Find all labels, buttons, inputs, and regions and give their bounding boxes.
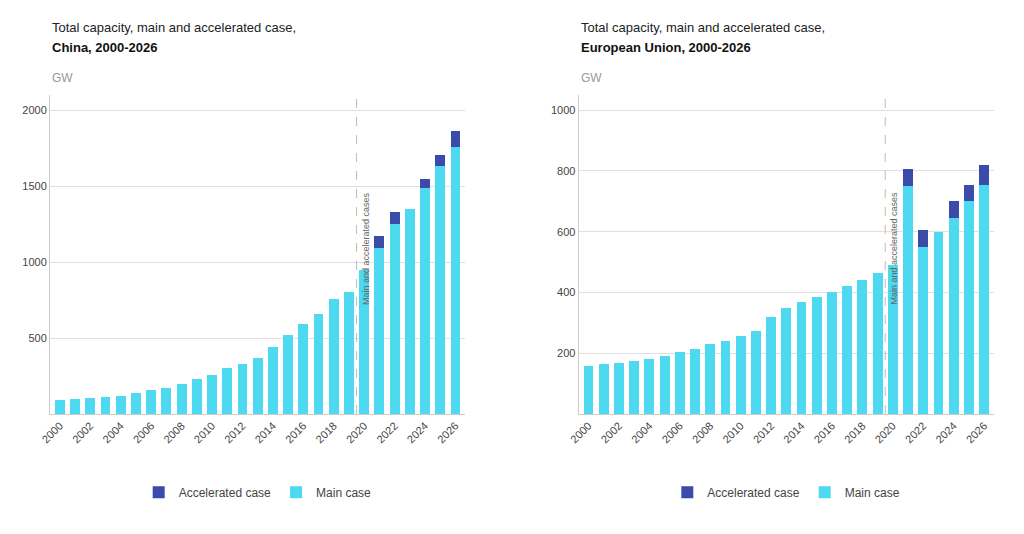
svg-text:2016: 2016 <box>283 420 309 446</box>
svg-text:2018: 2018 <box>313 420 339 446</box>
svg-text:400: 400 <box>557 286 575 298</box>
svg-text:Total capacity, main and accel: Total capacity, main and accelerated cas… <box>581 20 825 35</box>
svg-text:2026: 2026 <box>435 420 461 446</box>
svg-text:2020: 2020 <box>872 420 898 446</box>
svg-text:2004: 2004 <box>100 420 126 446</box>
svg-text:2002: 2002 <box>70 420 96 446</box>
svg-text:2020: 2020 <box>344 420 370 446</box>
svg-text:2024: 2024 <box>405 420 431 446</box>
svg-text:200: 200 <box>557 347 575 359</box>
svg-text:European Union, 2000-2026: European Union, 2000-2026 <box>581 40 751 55</box>
svg-text:2010: 2010 <box>720 420 746 446</box>
svg-text:2008: 2008 <box>690 420 716 446</box>
svg-text:2024: 2024 <box>933 420 959 446</box>
svg-text:2014: 2014 <box>781 420 807 446</box>
svg-text:Accelerated case: Accelerated case <box>707 486 799 500</box>
svg-text:2006: 2006 <box>659 420 685 446</box>
svg-text:Total capacity, main and accel: Total capacity, main and accelerated cas… <box>52 20 296 35</box>
svg-text:1000: 1000 <box>22 256 46 268</box>
svg-text:China, 2000-2026: China, 2000-2026 <box>52 40 158 55</box>
svg-text:2022: 2022 <box>374 420 400 446</box>
svg-text:2018: 2018 <box>842 420 868 446</box>
svg-text:2000: 2000 <box>22 104 46 116</box>
svg-text:Main and accelerated cases: Main and accelerated cases <box>361 192 371 305</box>
svg-text:500: 500 <box>28 332 46 344</box>
svg-text:1500: 1500 <box>22 180 46 192</box>
svg-text:2026: 2026 <box>964 420 990 446</box>
svg-text:Accelerated case: Accelerated case <box>179 486 271 500</box>
svg-text:2000: 2000 <box>39 420 65 446</box>
svg-text:2002: 2002 <box>598 420 624 446</box>
svg-text:Main and accelerated cases: Main and accelerated cases <box>889 192 899 305</box>
svg-text:2012: 2012 <box>222 420 248 446</box>
svg-text:2012: 2012 <box>751 420 777 446</box>
svg-text:2004: 2004 <box>629 420 655 446</box>
svg-text:Main case: Main case <box>845 486 900 500</box>
svg-text:600: 600 <box>557 226 575 238</box>
svg-text:GW: GW <box>581 71 602 85</box>
svg-text:2006: 2006 <box>131 420 157 446</box>
svg-text:2008: 2008 <box>161 420 187 446</box>
svg-text:2000: 2000 <box>568 420 594 446</box>
svg-text:2022: 2022 <box>903 420 929 446</box>
svg-text:800: 800 <box>557 165 575 177</box>
svg-text:1000: 1000 <box>551 104 575 116</box>
svg-text:2014: 2014 <box>252 420 278 446</box>
svg-text:2016: 2016 <box>811 420 837 446</box>
svg-text:GW: GW <box>52 71 73 85</box>
svg-text:2010: 2010 <box>192 420 218 446</box>
svg-text:Main case: Main case <box>316 486 371 500</box>
